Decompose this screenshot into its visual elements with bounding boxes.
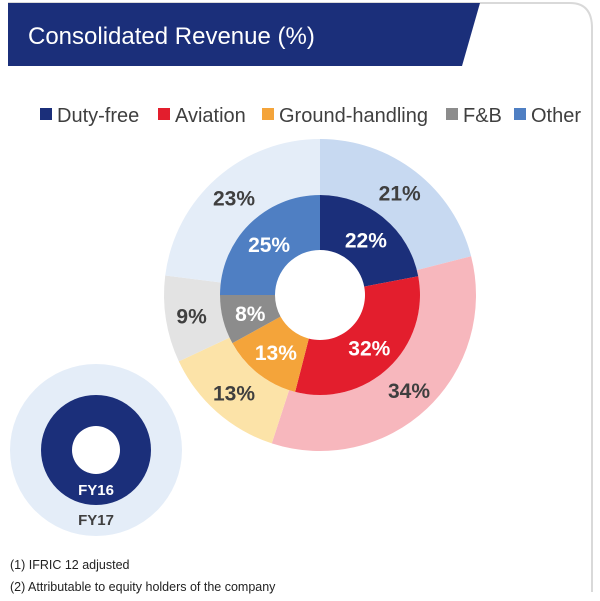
chart-title: Consolidated Revenue (%) <box>28 23 315 50</box>
fy16-label-fandb: 8% <box>235 303 266 326</box>
footnote-1: (1) IFRIC 12 adjusted <box>10 558 130 572</box>
legend-swatch-other <box>514 108 526 120</box>
legend: Duty-free Aviation Ground-handling F&B Other <box>40 105 581 127</box>
fy16-label-duty-free: 22% <box>345 230 387 253</box>
fy16-slice-fandb <box>220 295 281 344</box>
ring-key: FY16 FY17 <box>10 364 182 536</box>
footnote-2: (2) Attributable to equity holders of th… <box>10 580 276 594</box>
fy17-label-fandb: 9% <box>176 305 207 328</box>
legend-label-duty-free: Duty-free <box>57 105 139 127</box>
fy16-label-other: 25% <box>248 234 290 257</box>
fy17-slice-other <box>165 139 320 283</box>
legend-label-aviation: Aviation <box>175 105 246 127</box>
legend-label-other: Other <box>531 105 581 127</box>
legend-swatch-aviation <box>158 108 170 120</box>
donut-hole <box>276 251 364 339</box>
fy17-label-other: 23% <box>213 187 255 210</box>
fy16-slice-aviation <box>295 276 420 395</box>
card-border <box>8 2 593 592</box>
fy16-slice-other <box>220 195 320 295</box>
fy17-slice-ground-handling <box>178 337 290 444</box>
legend-label-ground-handling: Ground-handling <box>279 105 428 127</box>
fy16-label-ground-handling: 13% <box>255 342 297 365</box>
fy16-label-aviation: 32% <box>348 337 390 360</box>
fy17-label-aviation: 34% <box>388 380 430 403</box>
fy17-label-ground-handling: 13% <box>213 383 255 406</box>
fy17-slice-aviation <box>271 256 477 451</box>
donut-chart: 21% 34% 13% 9% 23% 22% 32% 13% 8% 25% <box>164 139 477 451</box>
fy17-slice-fandb <box>164 275 230 362</box>
title-banner <box>8 3 480 66</box>
fy16-slice-duty-free <box>320 194 419 287</box>
ring-key-fy17-label: FY17 <box>78 512 114 529</box>
ring-key-fy16-label: FY16 <box>78 482 114 499</box>
legend-swatch-fandb <box>446 108 458 120</box>
ring-key-hole <box>72 426 120 474</box>
legend-swatch-duty-free <box>40 108 52 120</box>
fy17-label-duty-free: 21% <box>379 182 421 205</box>
legend-label-fandb: F&B <box>463 105 502 127</box>
fy16-slice-ground-handling <box>232 316 309 392</box>
legend-swatch-ground-handling <box>262 108 274 120</box>
fy17-slice-duty-free <box>320 139 472 271</box>
